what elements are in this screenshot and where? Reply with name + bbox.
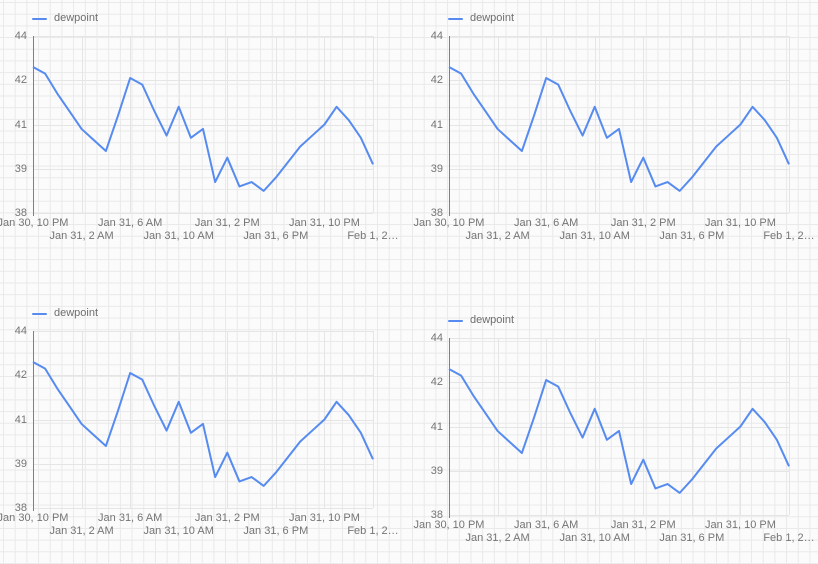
y-tick-label: 44: [14, 325, 27, 337]
legend-series-label: dewpoint: [470, 12, 515, 24]
dewpoint-line-chart[interactable]: [0, 0, 402, 260]
x-tick-label: Jan 31, 6 PM: [659, 532, 725, 544]
x-tick-label: Jan 30, 10 PM: [413, 217, 485, 229]
x-tick-label: Feb 1, 2…: [763, 532, 815, 544]
chart-panel-bottom-left: dewpoint 44 42 41 39 38 Jan 30, 10 PM Jan 31, …: [0, 295, 402, 555]
y-tick-label: 44: [430, 332, 443, 344]
x-tick-label: Jan 30, 10 PM: [0, 512, 69, 524]
x-tick-label: Jan 31, 6 AM: [98, 512, 163, 524]
x-tick-label: Jan 30, 10 PM: [0, 217, 69, 229]
x-tick-label: Jan 31, 6 PM: [659, 230, 725, 242]
dewpoint-line: [32, 66, 374, 192]
x-tick-label: Jan 31, 10 AM: [143, 525, 214, 537]
y-tick-label: 38: [14, 207, 27, 219]
y-tick-label: 39: [14, 162, 27, 175]
x-tick-label: Feb 1, 2…: [347, 525, 399, 537]
x-tick-label: Jan 31, 6 AM: [514, 519, 579, 531]
y-tick-label: 38: [430, 509, 443, 521]
x-tick-label: Jan 31, 2 PM: [610, 519, 676, 531]
x-tick-label: Jan 31, 10 PM: [288, 512, 360, 524]
y-tick-label: 38: [14, 502, 27, 514]
legend-item-dewpoint[interactable]: dewpoint: [32, 12, 98, 25]
legend-item-dewpoint[interactable]: dewpoint: [32, 307, 98, 320]
x-tick-label: Jan 31, 2 PM: [194, 217, 260, 229]
dewpoint-line-chart[interactable]: [0, 295, 402, 555]
x-tick-label: Jan 31, 10 AM: [143, 230, 214, 242]
x-tick-label: Jan 31, 6 PM: [243, 525, 309, 537]
plot-gridlines: [449, 36, 790, 214]
chart-panel-top-left: dewpoint 44 42 41 39 38 Jan 30, 10 PM Jan 31, …: [0, 0, 402, 260]
legend-line-icon: [448, 17, 463, 20]
y-tick-label: 41: [430, 420, 443, 433]
x-tick-label: Jan 31, 2 AM: [49, 525, 114, 537]
y-tick-label: 39: [430, 464, 443, 477]
plot-gridlines: [449, 338, 790, 516]
y-tick-label: 44: [430, 30, 443, 42]
chart-panel-top-right: dewpoint 44 42 41 39 38 Jan 30, 10 PM Jan 31, …: [414, 0, 818, 260]
x-tick-label: Jan 31, 10 AM: [559, 532, 630, 544]
legend-series-label: dewpoint: [54, 12, 99, 24]
y-tick-label: 42: [14, 369, 27, 382]
x-tick-label: Jan 31, 10 PM: [288, 217, 360, 229]
y-tick-label: 39: [14, 457, 27, 470]
x-tick-label: Feb 1, 2…: [347, 230, 399, 242]
legend-item-dewpoint[interactable]: dewpoint: [448, 314, 514, 327]
legend-line-icon: [32, 17, 47, 20]
dewpoint-line: [448, 368, 790, 494]
legend-series-label: dewpoint: [54, 307, 99, 319]
x-tick-label: Jan 31, 10 AM: [559, 230, 630, 242]
y-tick-label: 42: [430, 376, 443, 389]
y-tick-label: 41: [14, 118, 27, 131]
dewpoint-line: [448, 66, 790, 192]
x-tick-label: Jan 31, 2 AM: [465, 532, 530, 544]
y-tick-label: 41: [430, 118, 443, 131]
dewpoint-line-chart[interactable]: [416, 0, 818, 260]
y-tick-label: 42: [430, 74, 443, 87]
plot-gridlines: [33, 331, 374, 509]
y-tick-label: 44: [14, 30, 27, 42]
chart-panel-bottom-right: dewpoint 44 42 41 39 38 Jan 30, 10 PM Jan 31, …: [414, 302, 818, 562]
x-tick-label: Jan 31, 10 PM: [704, 519, 776, 531]
y-tick-label: 41: [14, 413, 27, 426]
x-tick-label: Jan 31, 10 PM: [704, 217, 776, 229]
x-tick-label: Jan 31, 2 PM: [194, 512, 260, 524]
x-tick-label: Jan 31, 6 AM: [98, 217, 163, 229]
x-tick-label: Jan 31, 6 PM: [243, 230, 309, 242]
legend-line-icon: [448, 319, 463, 322]
x-tick-label: Jan 31, 6 AM: [514, 217, 579, 229]
plot-gridlines: [33, 36, 374, 214]
y-tick-label: 42: [14, 74, 27, 87]
x-tick-label: Jan 30, 10 PM: [413, 519, 485, 531]
dewpoint-line: [32, 361, 374, 487]
dewpoint-line-chart[interactable]: [416, 302, 818, 562]
legend-series-label: dewpoint: [470, 314, 515, 326]
legend-item-dewpoint[interactable]: dewpoint: [448, 12, 514, 25]
y-tick-label: 38: [430, 207, 443, 219]
x-tick-label: Feb 1, 2…: [763, 230, 815, 242]
y-tick-label: 39: [430, 162, 443, 175]
x-tick-label: Jan 31, 2 AM: [49, 230, 114, 242]
legend-line-icon: [32, 312, 47, 315]
x-tick-label: Jan 31, 2 PM: [610, 217, 676, 229]
x-tick-label: Jan 31, 2 AM: [465, 230, 530, 242]
